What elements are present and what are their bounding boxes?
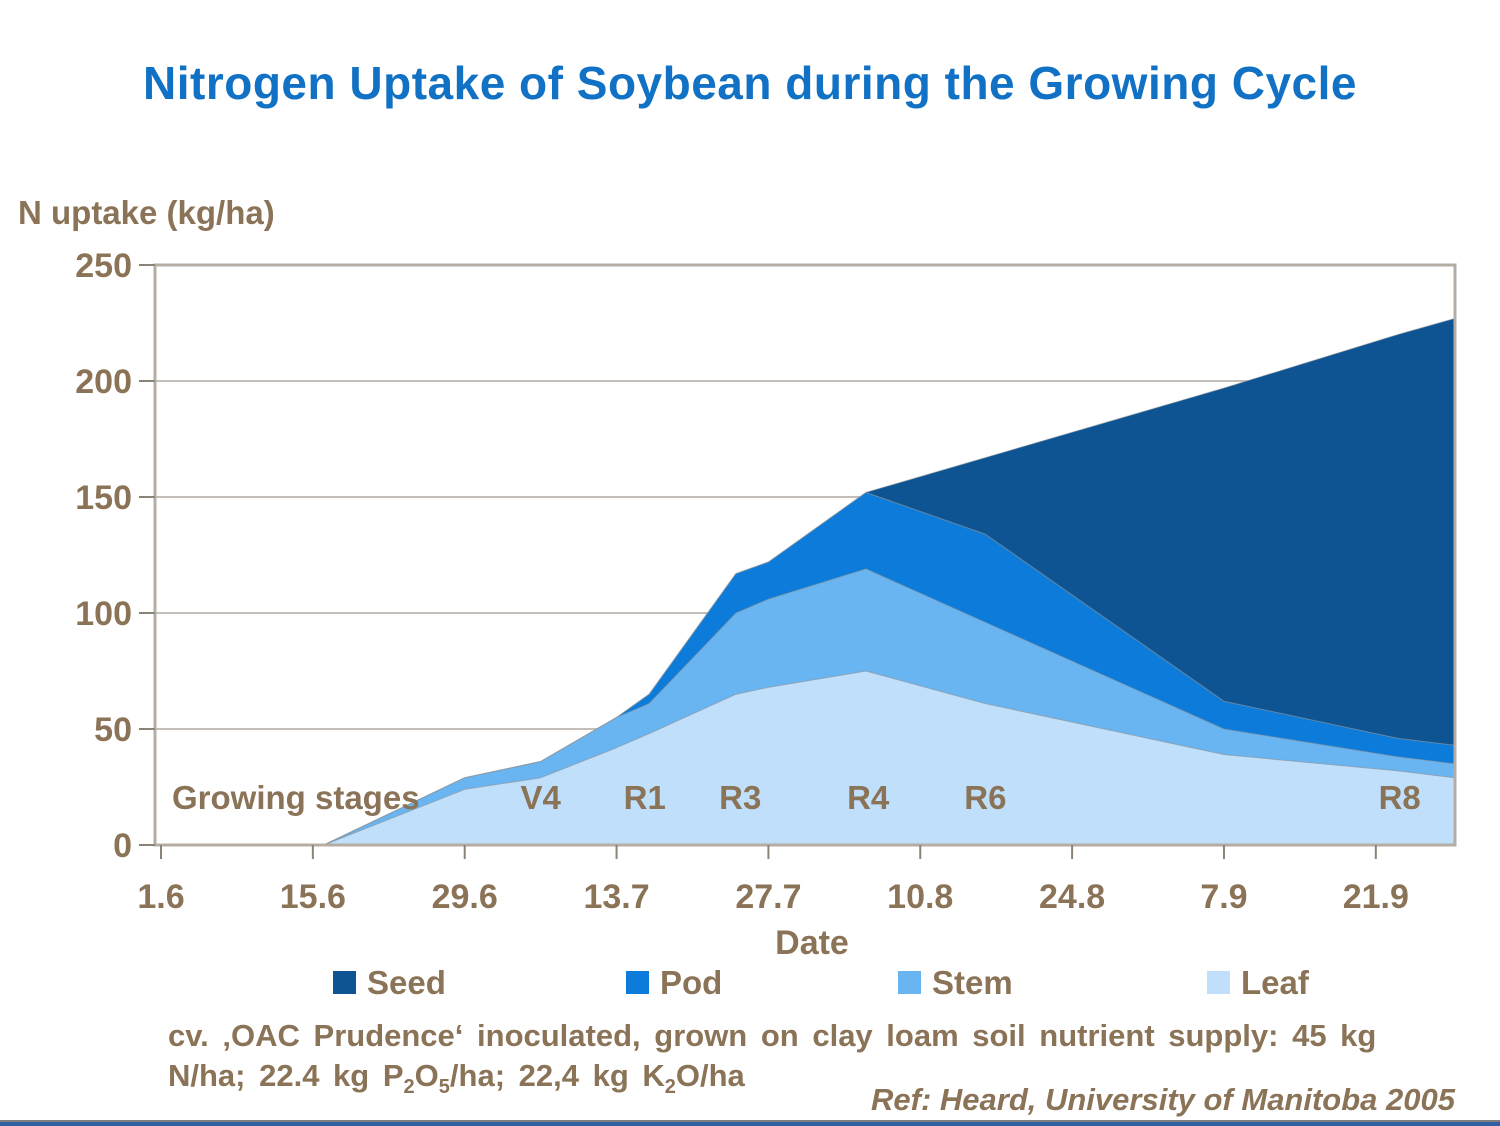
subscript: 2 bbox=[664, 1076, 676, 1098]
stage-label-v4: V4 bbox=[520, 779, 561, 816]
seed-swatch-icon bbox=[333, 971, 356, 994]
caption-line-1: cv. ‚OAC Prudence‘ inoculated, grown on … bbox=[168, 1018, 1377, 1053]
y-tick-label: 200 bbox=[75, 363, 132, 401]
caption: cv. ‚OAC Prudence‘ inoculated, grown on … bbox=[168, 1016, 1468, 1107]
x-tick-label: 1.6 bbox=[137, 878, 184, 916]
stage-label-r3: R3 bbox=[719, 779, 761, 816]
subscript: 5 bbox=[438, 1076, 450, 1098]
x-tick-label: 27.7 bbox=[735, 878, 801, 916]
y-tick-label: 0 bbox=[113, 827, 132, 865]
stem-swatch-icon bbox=[898, 971, 921, 994]
legend-label: Leaf bbox=[1241, 964, 1309, 1001]
legend-item-pod: Pod bbox=[626, 966, 722, 999]
legend-label: Pod bbox=[660, 964, 723, 1001]
x-tick-label: 15.6 bbox=[280, 878, 346, 916]
stage-label-r4: R4 bbox=[847, 779, 890, 816]
x-axis-title: Date bbox=[775, 924, 849, 962]
subscript: 2 bbox=[403, 1076, 415, 1098]
legend-label: Stem bbox=[932, 964, 1013, 1001]
stage-label-r8: R8 bbox=[1379, 779, 1421, 816]
pod-swatch-icon bbox=[626, 971, 649, 994]
y-tick-label: 150 bbox=[75, 479, 132, 517]
x-tick-label: 24.8 bbox=[1039, 878, 1105, 916]
x-tick-label: 13.7 bbox=[583, 878, 649, 916]
y-axis-title: N uptake (kg/ha) bbox=[18, 194, 275, 231]
reference-text: Ref: Heard, University of Manitoba 2005 bbox=[871, 1082, 1455, 1117]
y-tick-label: 250 bbox=[75, 247, 132, 285]
bottom-accent-bar bbox=[0, 1122, 1500, 1126]
stage-label-r6: R6 bbox=[964, 779, 1006, 816]
leaf-swatch-icon bbox=[1207, 971, 1230, 994]
y-tick-label: 50 bbox=[94, 711, 132, 749]
x-tick-label: 7.9 bbox=[1200, 878, 1247, 916]
slide-title: Nitrogen Uptake of Soybean during the Gr… bbox=[143, 57, 1357, 109]
legend-item-seed: Seed bbox=[333, 966, 446, 999]
y-tick-label: 100 bbox=[75, 595, 132, 633]
x-tick-label: 21.9 bbox=[1343, 878, 1409, 916]
x-tick-label: 10.8 bbox=[887, 878, 953, 916]
legend-item-stem: Stem bbox=[898, 966, 1013, 999]
stage-label-r1: R1 bbox=[624, 779, 666, 816]
caption-line-2: N/ha; 22.4 kg P2O5/ha; 22,4 kg K2O/ha bbox=[168, 1058, 745, 1098]
growing-stages-label: Growing stages bbox=[172, 779, 420, 816]
x-tick-label: 29.6 bbox=[432, 878, 498, 916]
legend-item-leaf: Leaf bbox=[1207, 966, 1309, 999]
plot-border bbox=[153, 263, 1457, 847]
legend-label: Seed bbox=[367, 964, 446, 1001]
bottom-rule bbox=[0, 1120, 1500, 1122]
